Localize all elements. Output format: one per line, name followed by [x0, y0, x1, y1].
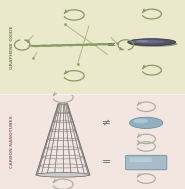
Ellipse shape	[130, 117, 163, 129]
FancyBboxPatch shape	[0, 0, 185, 94]
Ellipse shape	[136, 40, 149, 42]
Ellipse shape	[128, 39, 176, 46]
Ellipse shape	[130, 41, 178, 47]
Text: GRAPHENE OXIDE: GRAPHENE OXIDE	[10, 25, 14, 69]
FancyBboxPatch shape	[125, 155, 167, 170]
Ellipse shape	[133, 119, 148, 123]
Text: =: =	[102, 158, 111, 167]
FancyBboxPatch shape	[130, 158, 152, 162]
Text: ≠: ≠	[102, 118, 111, 128]
Ellipse shape	[36, 173, 90, 177]
Text: =: =	[106, 40, 116, 50]
FancyBboxPatch shape	[0, 94, 185, 189]
Ellipse shape	[131, 40, 165, 43]
Text: CARBON NANOTUBES: CARBON NANOTUBES	[10, 115, 14, 168]
